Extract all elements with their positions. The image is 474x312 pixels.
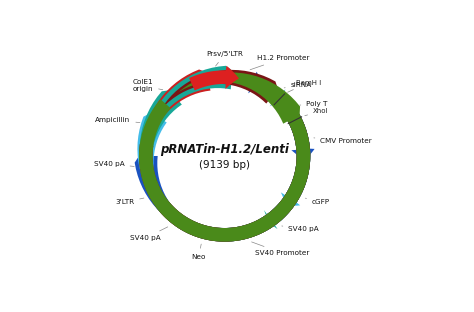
Text: Ampicillin: Ampicillin [95,117,140,123]
Text: XhoI: XhoI [305,108,328,116]
Polygon shape [264,209,283,229]
Text: H1.2 Promoter: H1.2 Promoter [250,55,309,70]
Text: SV40 pA: SV40 pA [282,226,319,232]
Polygon shape [139,72,310,242]
Polygon shape [135,71,310,236]
Polygon shape [281,103,300,119]
Text: Prsv/5'LTR: Prsv/5'LTR [206,51,243,66]
Text: (9139 bp): (9139 bp) [199,160,250,170]
Polygon shape [266,86,285,106]
Text: SV40 pA: SV40 pA [94,161,134,167]
Polygon shape [141,66,310,241]
Polygon shape [140,70,310,241]
Text: Poly T: Poly T [300,101,328,107]
Text: Neo: Neo [191,244,206,260]
Text: SV40 Promoter: SV40 Promoter [252,242,310,256]
Text: SV40 pA: SV40 pA [130,227,168,241]
Text: pRNATin-H1.2/Lenti: pRNATin-H1.2/Lenti [160,143,289,156]
Polygon shape [288,116,315,162]
Text: siRNA: siRNA [284,82,312,88]
Polygon shape [189,66,239,90]
Text: ColE1
origin: ColE1 origin [133,79,163,92]
Text: 3'LTR: 3'LTR [115,198,144,205]
Polygon shape [139,70,310,241]
Polygon shape [228,71,261,93]
Text: cGFP: cGFP [305,198,330,205]
Text: BamH I: BamH I [288,80,321,92]
Polygon shape [281,177,307,206]
Polygon shape [137,70,310,242]
Text: CMV Promoter: CMV Promoter [314,138,372,144]
Polygon shape [144,70,310,241]
